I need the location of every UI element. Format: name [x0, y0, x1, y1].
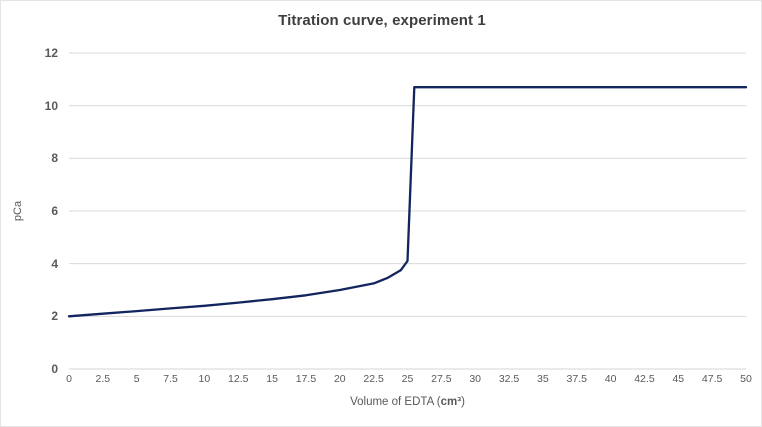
x-tick-label: 20 — [333, 373, 346, 385]
y-tick-label: 4 — [51, 256, 58, 271]
x-tick-label: 0 — [66, 373, 72, 385]
x-tick-label: 15 — [266, 373, 278, 385]
x-tick-label: 37.5 — [566, 373, 587, 385]
x-tick-label: 25 — [401, 373, 414, 385]
y-tick-label: 10 — [44, 98, 58, 113]
x-tick-label: 17.5 — [295, 373, 317, 385]
x-axis-unit: cm³ — [440, 396, 462, 408]
x-axis-title-suffix: ) — [461, 396, 465, 408]
x-tick-label: 2.5 — [95, 373, 111, 385]
x-tick-label: 45 — [672, 373, 685, 385]
y-tick-label: 12 — [44, 46, 58, 60]
y-tick-label: 8 — [51, 151, 58, 166]
y-tick-label: 0 — [51, 362, 58, 376]
x-tick-label: 47.5 — [701, 373, 723, 385]
x-tick-label: 22.5 — [363, 373, 384, 385]
x-axis-title: Volume of EDTA (cm³) — [69, 396, 746, 408]
x-tick-label: 7.5 — [163, 373, 178, 385]
x-tick-label: 42.5 — [634, 373, 655, 385]
x-axis-title-text: Volume of EDTA ( — [350, 396, 441, 408]
y-tick-label: 6 — [51, 204, 58, 218]
y-tick-label: 2 — [51, 309, 58, 324]
x-tick-label: 10 — [198, 373, 211, 385]
x-tick-label: 35 — [537, 373, 549, 385]
x-tick-label: 12.5 — [228, 373, 249, 385]
x-tick-label: 27.5 — [431, 373, 452, 385]
x-tick-label: 32.5 — [498, 373, 520, 385]
chart-title: Titration curve, experiment 1 — [278, 12, 486, 29]
x-tick-label: 50 — [740, 373, 752, 385]
titration-curve — [67, 86, 748, 318]
x-tick-label: 30 — [469, 373, 482, 385]
x-tick-label: 40 — [604, 373, 617, 385]
x-tick-label: 5 — [133, 373, 140, 385]
